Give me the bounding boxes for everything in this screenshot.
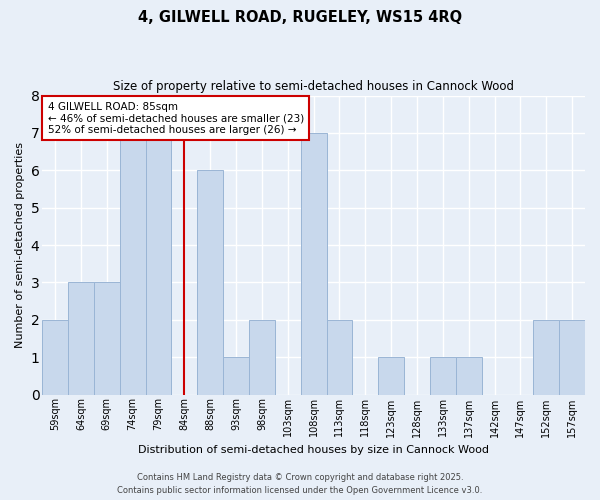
Bar	[559, 320, 585, 394]
Bar	[430, 357, 456, 395]
Bar	[94, 282, 120, 395]
Bar	[68, 282, 94, 395]
Bar	[378, 357, 404, 395]
Y-axis label: Number of semi-detached properties: Number of semi-detached properties	[15, 142, 25, 348]
Bar	[301, 133, 326, 394]
Bar	[197, 170, 223, 394]
Text: 4 GILWELL ROAD: 85sqm
← 46% of semi-detached houses are smaller (23)
52% of semi: 4 GILWELL ROAD: 85sqm ← 46% of semi-deta…	[47, 102, 304, 134]
Bar	[456, 357, 482, 395]
Bar	[223, 357, 249, 395]
Text: 4, GILWELL ROAD, RUGELEY, WS15 4RQ: 4, GILWELL ROAD, RUGELEY, WS15 4RQ	[138, 10, 462, 25]
Title: Size of property relative to semi-detached houses in Cannock Wood: Size of property relative to semi-detach…	[113, 80, 514, 93]
X-axis label: Distribution of semi-detached houses by size in Cannock Wood: Distribution of semi-detached houses by …	[138, 445, 489, 455]
Bar	[42, 320, 68, 394]
Text: Contains HM Land Registry data © Crown copyright and database right 2025.
Contai: Contains HM Land Registry data © Crown c…	[118, 474, 482, 495]
Bar	[326, 320, 352, 394]
Bar	[120, 133, 146, 394]
Bar	[249, 320, 275, 394]
Bar	[146, 133, 172, 394]
Bar	[533, 320, 559, 394]
